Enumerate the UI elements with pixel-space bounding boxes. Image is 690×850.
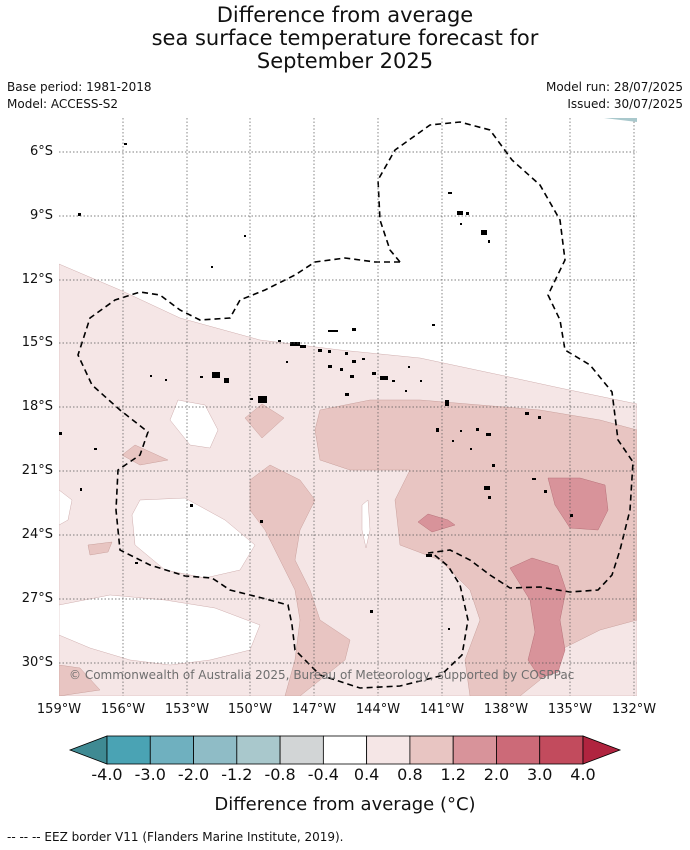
lon-label-135w: 135°W (547, 702, 593, 717)
neutral-hole-3 (59, 594, 261, 666)
eez-border-west (77, 257, 469, 689)
colorbar-segments (68, 735, 622, 765)
lon-label-153w: 153°W (164, 702, 210, 717)
title-line-2: sea surface temperature forecast for (151, 26, 539, 50)
lat-label-24s: 24°S (21, 527, 53, 542)
colorbar-segment (106, 735, 151, 765)
lat-label-6s: 6°S (29, 144, 53, 159)
meta-left: Base period: 1981-2018 Model: ACCESS-S2 (7, 79, 152, 113)
anomaly-strong-region-3 (417, 513, 456, 533)
colorbar-tick-label: -0.4 (307, 765, 339, 784)
base-period: Base period: 1981-2018 (7, 80, 152, 94)
lon-label-150w: 150°W (227, 702, 273, 717)
anomaly-strong-region-1 (547, 477, 609, 531)
anomaly-medium-region-2 (249, 464, 351, 696)
lon-label-156w: 156°W (100, 702, 146, 717)
colorbar-tick-label: 0.4 (353, 765, 380, 784)
neutral-hole-2 (131, 497, 256, 579)
islands (59, 143, 573, 630)
model-name: Model: ACCESS-S2 (7, 97, 119, 111)
colorbar-arrow-high (582, 735, 622, 765)
colorbar-label: Difference from average (°C) (214, 794, 476, 815)
lon-label-138w: 138°W (483, 702, 529, 717)
lon-label-132w: 132°W (611, 702, 657, 717)
neutral-hole-5 (361, 499, 371, 549)
lat-label-30s: 30°S (21, 655, 53, 670)
eez-legend-note: -- -- -- EEZ border V11 (Flanders Marine… (7, 830, 344, 844)
colorbar-segment (193, 735, 238, 765)
colorbar-tick-label: -4.0 (91, 765, 123, 784)
map-title: Difference from average sea surface temp… (0, 4, 690, 73)
issued-date: Issued: 30/07/2025 (567, 97, 683, 111)
lat-label-27s: 27°S (21, 591, 53, 606)
colorbar-segment (149, 735, 194, 765)
colorbar-tick-label: -1.2 (221, 765, 253, 784)
lon-label-147w: 147°W (291, 702, 337, 717)
anomaly-medium-region-6 (59, 664, 101, 696)
anomaly-medium-region-5 (87, 541, 113, 556)
colorbar-tick-label: 2.0 (483, 765, 510, 784)
colorbar-tick-label: -3.0 (134, 765, 166, 784)
lon-label-159w: 159°W (36, 702, 82, 717)
lat-label-21s: 21°S (21, 463, 53, 478)
lat-label-12s: 12°S (21, 272, 53, 287)
model-run: Model run: 28/07/2025 (545, 80, 683, 94)
neutral-hole-4 (59, 489, 73, 526)
colorbar-segment (366, 735, 411, 765)
lat-label-9s: 9°S (29, 208, 53, 223)
lon-label-141w: 141°W (419, 702, 465, 717)
lat-label-18s: 18°S (21, 399, 53, 414)
colorbar-segment (452, 735, 497, 765)
colorbar-segment (279, 735, 324, 765)
lon-label-144w: 144°W (355, 702, 401, 717)
eez-border-east (377, 121, 634, 593)
colorbar-tick-label: 4.0 (570, 765, 596, 784)
title-line-1: Difference from average (216, 3, 474, 27)
colorbar-tick-label: -0.8 (264, 765, 296, 784)
neutral-hole-1 (169, 399, 219, 449)
colorbar-segment (322, 735, 368, 765)
colorbar-tick-label: 3.0 (526, 765, 553, 784)
colorbar-segment (409, 735, 454, 765)
top-right-strip (604, 118, 637, 122)
colorbar-segment (496, 735, 541, 765)
colorbar-segment (236, 735, 281, 765)
title-line-3: September 2025 (256, 49, 434, 73)
colorbar-tick-label: 0.8 (397, 765, 423, 784)
copyright-notice: © Commonwealth of Australia 2025, Bureau… (69, 668, 575, 682)
colorbar-tick-label: -2.0 (177, 765, 210, 784)
colorbar-arrow-low (68, 735, 108, 765)
colorbar-segment (539, 735, 584, 765)
colorbar-tick-label: 1.2 (440, 765, 466, 784)
anomaly-medium-region-3 (244, 403, 285, 439)
meta-right: Model run: 28/07/2025 Issued: 30/07/2025 (546, 79, 683, 113)
anomaly-strong-region-2 (509, 557, 567, 679)
lat-label-15s: 15°S (21, 335, 53, 350)
